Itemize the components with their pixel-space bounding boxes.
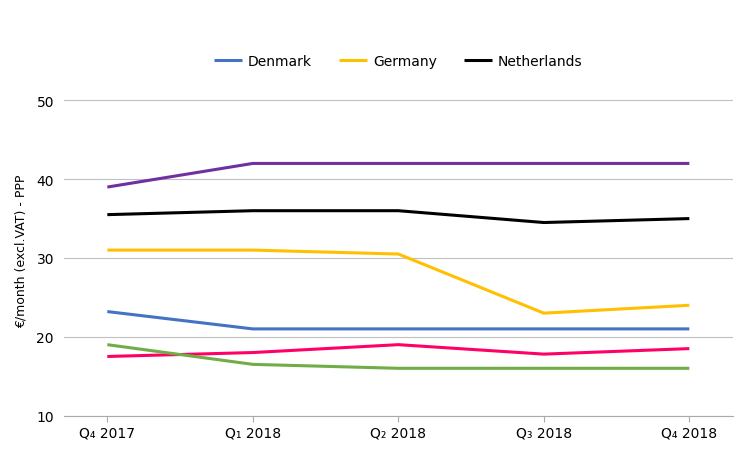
- Legend: Denmark, Germany, Netherlands: Denmark, Germany, Netherlands: [209, 50, 588, 75]
- Y-axis label: €/month (excl.VAT) - PPP: €/month (excl.VAT) - PPP: [15, 174, 28, 327]
